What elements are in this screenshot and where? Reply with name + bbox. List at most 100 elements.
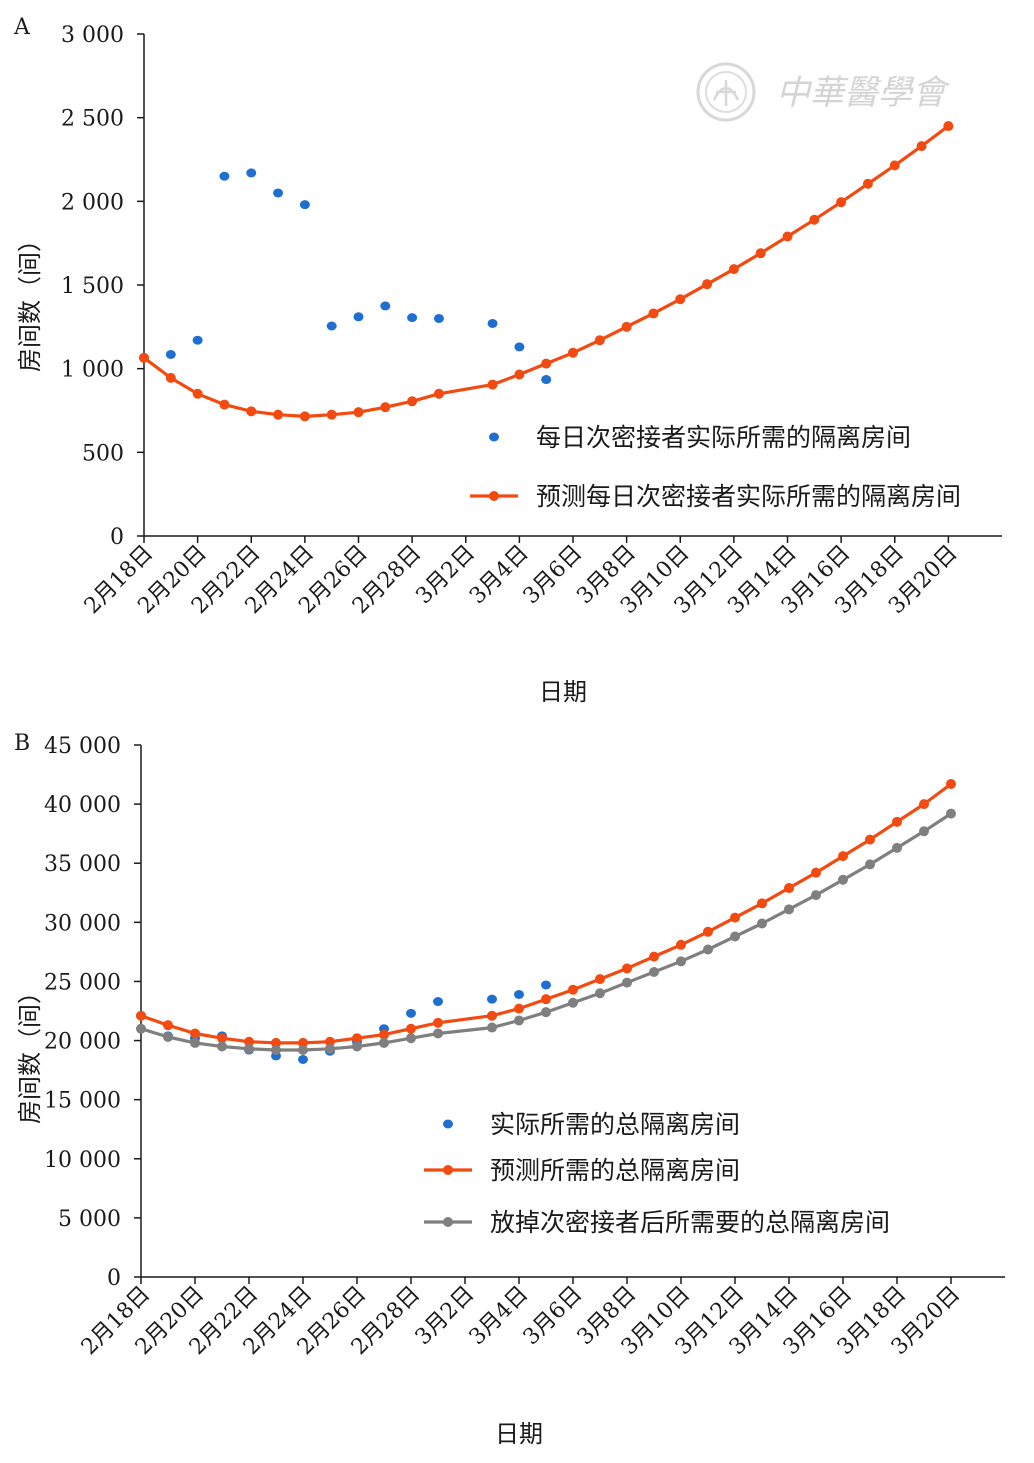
data-point [487,1022,497,1033]
data-point [299,200,310,210]
data-point [139,352,149,363]
data-point [514,1015,524,1026]
data-point [919,799,929,810]
data-point [541,358,552,369]
seal-icon [696,62,756,122]
data-point [433,997,443,1007]
data-point [190,1028,200,1039]
data-point [595,988,605,999]
data-point [353,407,364,418]
data-point [757,918,767,929]
data-point [514,369,525,380]
data-point [892,816,902,827]
data-point [676,956,686,967]
data-point [163,1020,173,1031]
legend-swatch-marker [443,1217,453,1227]
panel-letter-a: A [13,15,31,40]
y-tick-label: 15 000 [44,1089,121,1114]
chart-a-series [139,121,954,422]
legend-swatch-marker [443,1119,453,1129]
legend-item: 预测每日次密接者实际所需的隔离房间 [470,482,961,511]
legend-label: 放掉次密接者后所需要的总隔离房间 [490,1208,890,1237]
data-point [326,409,337,420]
legend-swatch-marker [489,432,499,442]
data-point [943,121,954,132]
legend-label: 预测每日次密接者实际所需的隔离房间 [536,482,961,511]
data-point [811,867,821,878]
y-tick-label: 0 [110,525,124,550]
data-point [649,966,659,977]
y-tick-label: 2 000 [61,190,124,215]
data-point [433,388,444,399]
data-point [271,1045,281,1056]
data-point [755,248,766,259]
data-point [946,808,956,819]
data-point [273,188,284,198]
data-point [136,1010,146,1021]
data-point [595,974,605,985]
data-point [192,388,203,399]
data-point [407,313,418,323]
data-point [541,375,552,385]
legend-label: 预测所需的总隔离房间 [490,1156,740,1185]
data-point [298,1037,308,1048]
y-tick-label: 40 000 [44,793,121,818]
legend-item: 每日次密接者实际所需的隔离房间 [489,423,911,452]
data-point [136,1023,146,1034]
data-point [298,1054,308,1064]
data-point [379,1029,389,1040]
data-point [730,931,740,942]
y-tick-label: 2 500 [61,107,124,132]
x-tick-label: 3月4日 [465,1282,534,1351]
data-point [568,984,578,995]
data-point [271,1037,281,1048]
y-tick-label: 45 000 [44,734,121,759]
chart-b-x-axis-title: 日期 [495,1420,543,1448]
data-point [244,1043,254,1054]
data-point [568,347,578,358]
y-tick-label: 10 000 [44,1148,121,1173]
data-point [809,214,820,225]
data-point [594,335,605,346]
data-point [784,883,794,894]
data-point [406,1008,416,1018]
data-point [836,197,847,208]
data-point [703,926,713,937]
legend-item: 预测所需的总隔离房间 [424,1156,740,1185]
y-tick-label: 35 000 [44,852,121,877]
chart-b-axes [140,745,1005,1278]
data-point [838,874,848,885]
data-point [244,1036,254,1047]
series-line [143,124,950,418]
data-point [782,231,793,242]
data-point [648,308,659,319]
y-tick-label: 5 000 [58,1207,121,1232]
y-tick-label: 500 [82,441,124,466]
data-point [352,1033,362,1044]
chart-b-series [136,779,956,1064]
data-point [892,842,902,853]
data-point [192,335,203,345]
y-tick-label: 3 000 [61,23,124,48]
data-point [541,980,551,990]
data-point [299,411,310,422]
chart-panel-a: A 0 500 1 000 1 500 2 000 2 500 3 000 2月18日2月2… [13,15,1002,706]
data-point [433,313,444,323]
x-tick-label: 3月2日 [411,1282,480,1351]
data-point [217,1041,227,1052]
data-point [649,951,659,962]
x-tick-label: 3月6日 [519,1282,588,1351]
data-point [919,826,929,837]
data-point [865,834,875,845]
x-tick-label: 3月4日 [465,541,534,610]
data-point [433,1017,443,1028]
data-point [811,890,821,901]
data-point [325,1043,335,1054]
data-point [246,406,257,417]
chart-b-x-ticks: 2月18日2月20日2月22日2月24日2月26日2月28日3月2日3月4日3月… [77,1277,965,1360]
x-tick-label: 3月6日 [519,541,588,610]
data-point [622,977,632,988]
chart-b-y-axis-title: 房间数（间） [16,980,44,1124]
